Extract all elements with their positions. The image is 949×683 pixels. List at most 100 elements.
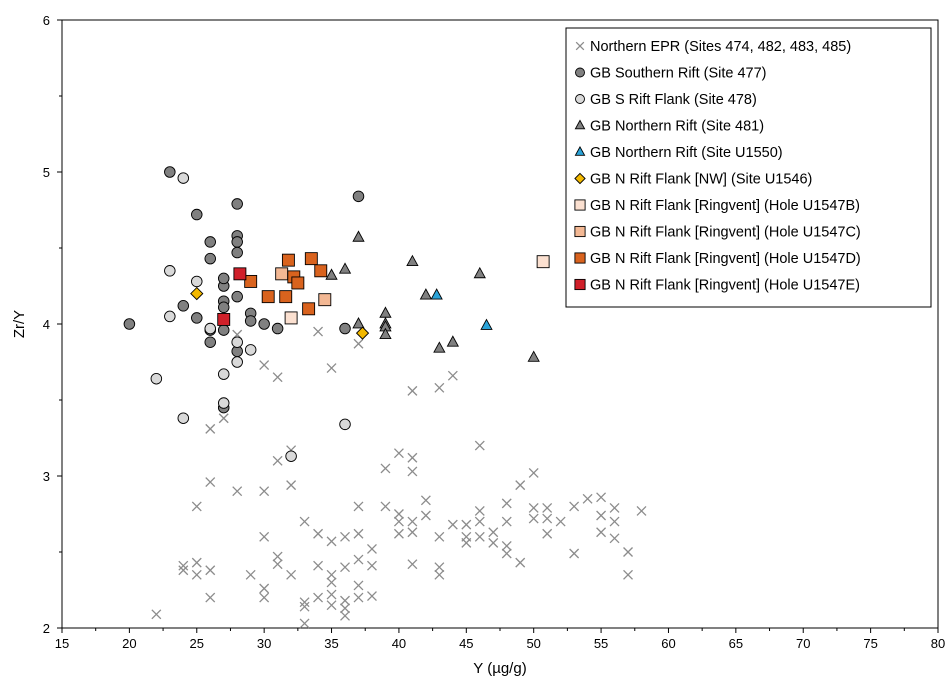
data-point-stroke — [488, 527, 499, 538]
data-point-stroke — [232, 486, 243, 497]
data-point-stroke — [178, 560, 189, 571]
data-point — [217, 397, 230, 409]
data-point — [488, 527, 499, 538]
data-point-stroke — [596, 492, 607, 503]
data-point-stroke — [434, 562, 445, 573]
data-point — [191, 501, 202, 512]
data-point — [609, 533, 620, 544]
data-point-stroke — [299, 516, 310, 527]
data-point-stroke — [367, 591, 377, 602]
data-point-stroke — [353, 338, 364, 349]
legend-marker — [574, 199, 586, 211]
series-7 — [275, 267, 332, 307]
data-point — [271, 322, 284, 335]
x-tick-label: 30 — [257, 636, 271, 651]
data-point — [164, 166, 176, 178]
x-tick-label: 20 — [122, 636, 136, 651]
data-point — [623, 569, 633, 580]
data-point — [596, 527, 607, 538]
data-point-stroke — [407, 466, 418, 477]
data-point-stroke — [353, 580, 364, 591]
data-point-stroke — [474, 516, 485, 527]
data-point-stroke — [447, 519, 458, 530]
data-point — [217, 368, 230, 380]
data-point-stroke — [528, 502, 539, 513]
data-point — [419, 288, 433, 300]
data-point-stroke — [623, 569, 633, 580]
data-point-stroke — [313, 326, 324, 337]
data-point — [204, 236, 216, 248]
data-point-stroke — [609, 533, 620, 544]
data-point-stroke — [434, 382, 445, 393]
data-point — [447, 370, 458, 381]
data-point — [326, 363, 337, 374]
data-point — [636, 506, 647, 516]
legend-label: GB S Rift Flank (Site 478) — [590, 92, 757, 108]
y-tick-label: 4 — [43, 317, 50, 332]
data-point — [407, 466, 418, 477]
data-point-stroke — [205, 477, 216, 488]
legend-marker — [574, 119, 586, 130]
data-point — [353, 528, 364, 539]
data-point-stroke — [555, 516, 566, 527]
data-point — [474, 440, 485, 451]
data-point — [231, 290, 243, 303]
data-point — [569, 548, 580, 559]
data-point — [231, 336, 243, 348]
data-point — [352, 190, 365, 203]
data-point — [285, 450, 297, 462]
data-point-stroke — [596, 527, 607, 538]
data-point-stroke — [501, 540, 512, 551]
data-point — [367, 544, 377, 554]
data-point — [434, 531, 445, 542]
data-point-stroke — [313, 592, 324, 603]
data-point-stroke — [326, 600, 337, 611]
y-tick-label: 2 — [43, 621, 50, 636]
data-point-stroke — [515, 557, 526, 568]
data-point-stroke — [259, 583, 270, 594]
data-point — [191, 275, 203, 288]
data-point-stroke — [353, 501, 364, 512]
x-tick-label: 40 — [392, 636, 406, 651]
x-tick-label: 25 — [190, 636, 204, 651]
data-point-stroke — [313, 560, 324, 571]
legend-label: GB N Rift Flank [Ringvent] (Hole U1547C) — [590, 225, 861, 241]
data-point — [314, 264, 328, 278]
data-point-stroke — [461, 519, 472, 530]
data-point — [527, 350, 540, 362]
data-point-stroke — [367, 560, 377, 571]
data-point — [326, 577, 337, 588]
data-point — [352, 317, 365, 329]
data-point — [244, 315, 257, 327]
data-point-stroke — [299, 618, 310, 629]
data-point-stroke — [205, 423, 216, 434]
series-4 — [430, 288, 493, 330]
data-point-stroke — [340, 562, 350, 573]
data-point — [528, 468, 539, 478]
data-point-stroke — [528, 513, 539, 524]
data-point-stroke — [407, 452, 418, 463]
legend-marker — [574, 225, 586, 238]
data-point-stroke — [380, 501, 391, 512]
data-point — [338, 262, 352, 274]
data-point — [353, 501, 364, 512]
data-point — [407, 559, 418, 570]
data-point — [407, 527, 418, 538]
data-point-stroke — [259, 592, 270, 603]
data-point — [191, 569, 202, 580]
data-point-stroke — [353, 592, 364, 603]
data-point-stroke — [542, 513, 553, 524]
data-point — [284, 311, 298, 325]
x-tick-label: 45 — [459, 636, 473, 651]
data-point — [233, 267, 247, 281]
data-point-stroke — [609, 502, 620, 513]
data-point-stroke — [474, 506, 485, 516]
data-point — [407, 516, 418, 527]
x-tick-label: 35 — [324, 636, 338, 651]
data-point — [488, 537, 499, 548]
data-point-stroke — [326, 569, 337, 580]
x-tick-label: 80 — [931, 636, 945, 651]
legend-label: GB N Rift Flank [Ringvent] (Hole U1547B) — [590, 198, 860, 214]
data-point — [367, 591, 377, 602]
